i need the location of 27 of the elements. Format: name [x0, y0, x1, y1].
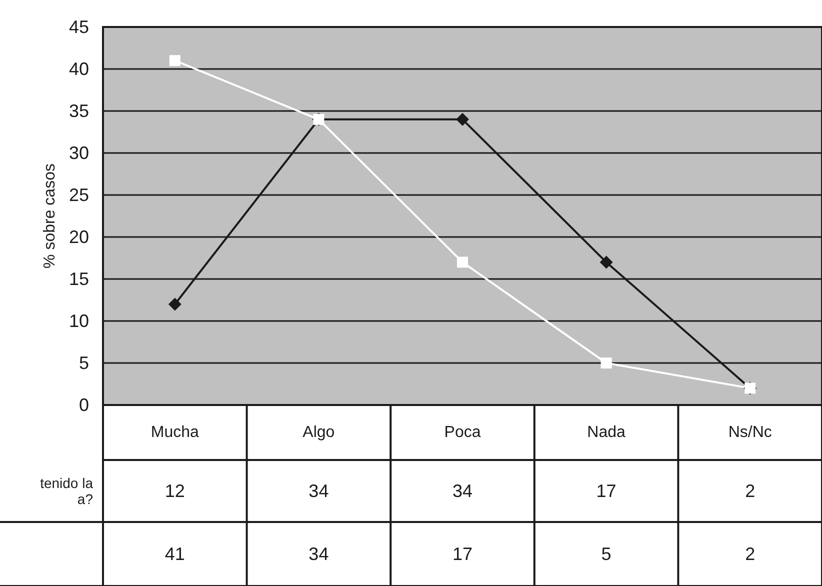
x-tick-label: Nada [587, 424, 626, 441]
y-tick-label: 10 [68, 311, 89, 331]
data-label: 12 [164, 481, 185, 501]
y-axis-title: % sobre casos [42, 164, 58, 268]
data-label: 5 [601, 544, 612, 564]
data-label: 2 [745, 481, 756, 501]
data-label: 34 [308, 481, 329, 501]
x-tick-label: Algo [302, 424, 335, 441]
data-label: 41 [164, 544, 185, 564]
data-label: 17 [452, 544, 473, 564]
data-label: 34 [308, 544, 329, 564]
x-tick-label: Poca [444, 424, 481, 441]
y-tick-label: 20 [68, 227, 89, 247]
data-label: 34 [452, 481, 473, 501]
text: tenido la a? [40, 475, 94, 507]
y-tick-label: 35 [68, 101, 89, 121]
x-tick-label: Mucha [150, 424, 200, 441]
data-label: 17 [596, 481, 616, 501]
x-tick-label: Ns/Nc [728, 424, 772, 441]
y-tick-label: 15 [68, 269, 89, 289]
y-tick-label: 0 [78, 395, 89, 415]
y-tick-label: 25 [68, 185, 89, 205]
y-tick-label: 5 [78, 353, 89, 373]
y-tick-label: 30 [68, 143, 89, 163]
y-tick-label: 40 [68, 59, 89, 79]
data-label: 2 [745, 544, 756, 564]
y-tick-label: 45 [68, 17, 89, 37]
